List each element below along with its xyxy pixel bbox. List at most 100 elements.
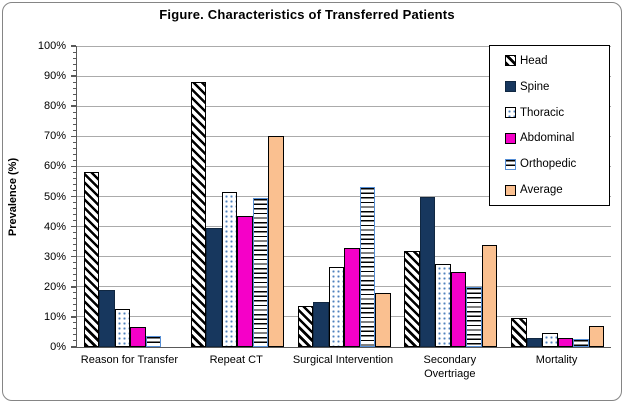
y-axis-minor-tick <box>73 244 76 246</box>
y-axis-minor-tick <box>73 117 76 119</box>
y-axis-minor-tick <box>73 69 76 71</box>
legend-label-average: Average <box>520 184 563 197</box>
bar-thoracic-5 <box>542 333 558 347</box>
legend-item-orthopedic: Orthopedic <box>505 158 609 170</box>
y-axis-major-tick <box>71 105 76 107</box>
y-axis-major-tick <box>71 286 76 288</box>
bar-orthopedic-5 <box>573 339 589 347</box>
bar-abdominal-2 <box>237 216 253 347</box>
y-axis-minor-tick <box>73 123 76 125</box>
y-tick-label: 10% <box>43 310 66 323</box>
legend-label-head: Head <box>520 54 548 67</box>
y-tick-label: 100% <box>37 40 66 52</box>
plot-area <box>76 45 611 348</box>
y-tick-label: 30% <box>43 250 66 263</box>
y-axis-minor-tick <box>73 183 76 185</box>
bar-average-2 <box>268 136 284 347</box>
x-category-label: Reason for Transfer <box>80 354 178 366</box>
bar-thoracic-1 <box>114 309 131 347</box>
bar-thoracic-4 <box>435 264 451 347</box>
legend-label-thoracic: Thoracic <box>520 106 565 119</box>
bar-head-2 <box>190 82 207 347</box>
chart-title: Figure. Characteristics of Transferred P… <box>159 7 455 22</box>
legend-item-spine: Spine <box>505 81 609 93</box>
bar-spine-2 <box>206 228 222 347</box>
legend-swatch-average <box>505 184 516 196</box>
bar-head-4 <box>404 250 420 347</box>
legend-item-head: Head <box>505 55 609 67</box>
gridline <box>77 196 611 197</box>
legend-swatch-abdominal <box>505 132 516 144</box>
x-category-label: Surgical Intervention <box>292 354 394 366</box>
y-axis-minor-tick <box>73 262 76 264</box>
y-axis-minor-tick <box>73 129 76 131</box>
bar-abdominal-4 <box>450 271 467 347</box>
y-axis-minor-tick <box>73 268 76 270</box>
legend-label-abdominal: Abdominal <box>520 132 575 145</box>
y-tick-label: 60% <box>43 160 66 173</box>
gridline <box>77 75 611 77</box>
y-tick-label: 0% <box>50 341 66 353</box>
bar-spine-3 <box>313 301 329 347</box>
y-axis-minor-tick <box>73 280 76 282</box>
bar-spine-4 <box>419 196 436 347</box>
y-tick-label: 80% <box>43 100 66 113</box>
y-axis-minor-tick <box>73 202 76 204</box>
bar-orthopedic-1 <box>145 336 162 347</box>
y-axis-major-tick <box>71 255 76 258</box>
legend-label-spine: Spine <box>520 80 550 93</box>
y-tick-label: 70% <box>43 130 66 143</box>
y-axis-minor-tick <box>73 159 76 161</box>
y-tick-label: 20% <box>43 280 66 293</box>
y-axis-minor-tick <box>73 111 76 113</box>
x-category-label: Mortality <box>535 354 578 366</box>
y-axis-minor-tick <box>73 141 76 143</box>
y-axis-minor-tick <box>73 274 76 276</box>
gridline <box>77 45 611 47</box>
y-axis-minor-tick <box>73 87 76 89</box>
y-axis-minor-tick <box>73 147 76 149</box>
bar-head-3 <box>297 306 313 347</box>
bar-spine-1 <box>99 289 115 347</box>
y-tick-label: 90% <box>43 70 66 83</box>
bar-head-1 <box>83 172 100 347</box>
bar-average-4 <box>481 244 498 347</box>
gridline <box>77 105 611 107</box>
legend-swatch-head <box>505 55 516 67</box>
bar-abdominal-1 <box>130 327 146 347</box>
y-axis-major-tick <box>71 75 76 77</box>
legend-item-average: Average <box>505 184 609 196</box>
y-tick-label: 40% <box>43 220 66 233</box>
y-axis-minor-tick <box>73 340 76 342</box>
y-axis-minor-tick <box>73 292 76 294</box>
y-axis-major-tick <box>71 346 76 348</box>
legend: Head Spine Thoracic Abdominal Orthopedic Aver… <box>489 45 610 206</box>
y-axis-minor-tick <box>73 322 76 324</box>
y-axis-minor-tick <box>73 238 76 240</box>
bar-thoracic-2 <box>221 192 238 347</box>
gridline <box>77 135 611 137</box>
y-axis-major-tick <box>71 316 76 318</box>
y-axis-minor-tick <box>73 81 76 83</box>
y-axis-minor-tick <box>73 57 76 59</box>
legend-swatch-spine <box>505 81 516 93</box>
legend-swatch-thoracic <box>505 107 516 119</box>
bar-abdominal-5 <box>557 337 574 347</box>
y-tick-label: 50% <box>43 190 66 203</box>
y-axis-minor-tick <box>73 153 76 155</box>
y-axis-minor-tick <box>73 99 76 101</box>
y-axis-title-text: Prevalence (%) <box>7 157 20 236</box>
y-axis-major-tick <box>71 45 76 47</box>
y-axis-major-tick <box>71 165 76 168</box>
y-axis-minor-tick <box>73 310 76 312</box>
y-axis-minor-tick <box>73 93 76 95</box>
y-axis-minor-tick <box>73 208 76 210</box>
y-axis-minor-tick <box>73 51 76 53</box>
bar-orthopedic-2 <box>252 198 269 347</box>
y-axis-minor-tick <box>73 250 76 252</box>
x-category-label: Repeat CT <box>209 354 263 366</box>
y-axis-minor-tick <box>73 334 76 336</box>
bar-average-3 <box>375 292 391 347</box>
legend-item-thoracic: Thoracic <box>505 107 609 119</box>
